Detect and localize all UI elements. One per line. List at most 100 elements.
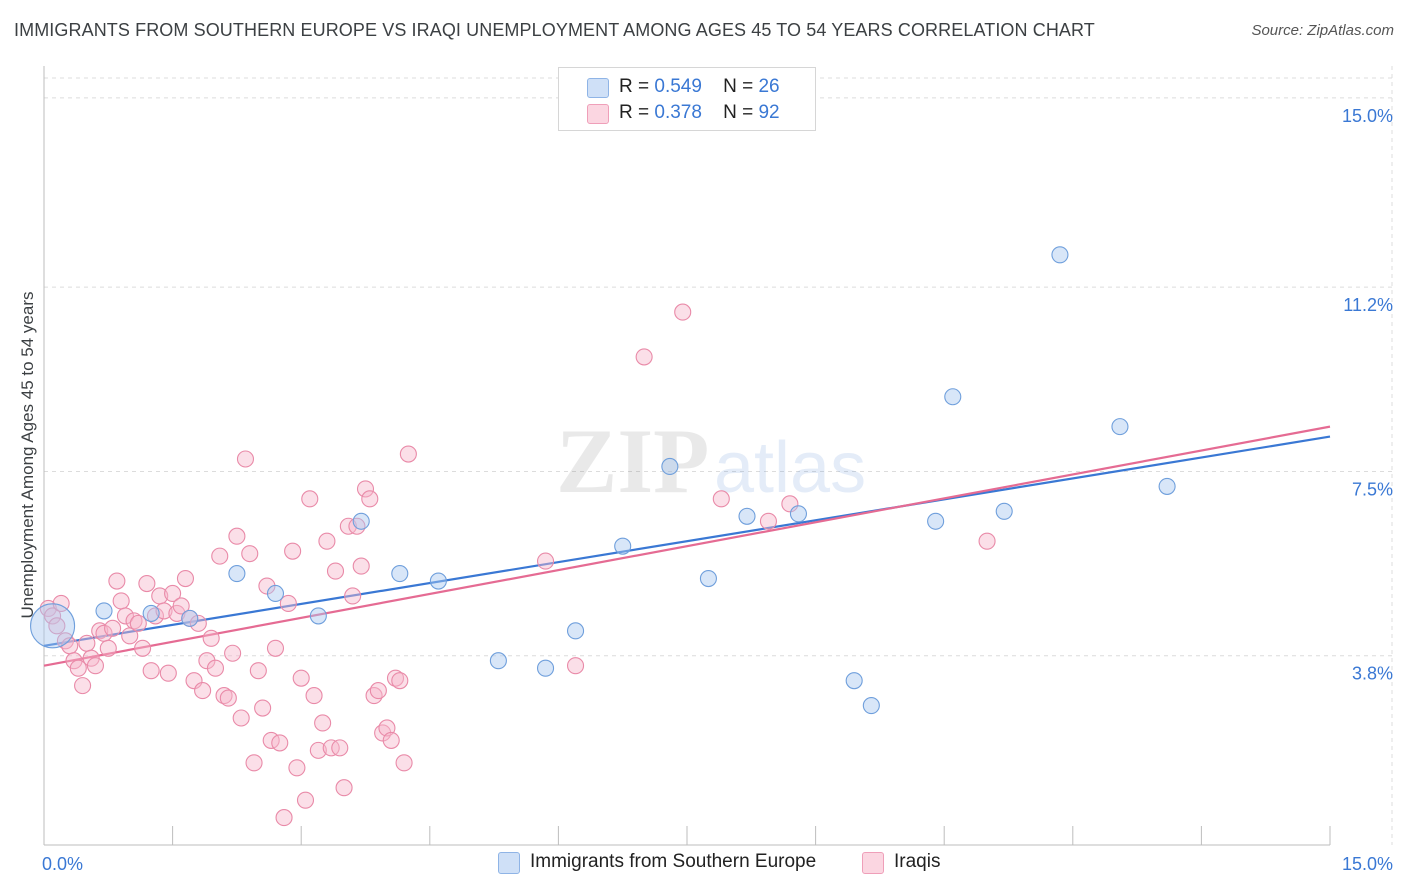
- point-iraqis: [382, 731, 400, 749]
- point-iraqis: [236, 450, 255, 468]
- watermark-zip: ZIP: [556, 410, 709, 512]
- point-southern-europe: [391, 565, 409, 583]
- point-iraqis: [292, 669, 310, 687]
- point-iraqis: [309, 741, 327, 759]
- point-iraqis: [86, 657, 104, 675]
- point-iraqis: [241, 545, 259, 563]
- tick-labels: 3.8% 7.5% 11.2% 15.0% 0.0% 15.0%: [42, 106, 1393, 874]
- point-southern-europe: [536, 659, 555, 677]
- point-southern-europe: [566, 622, 585, 640]
- point-iraqis: [635, 348, 653, 366]
- data-points: [30, 246, 1176, 827]
- point-southern-europe: [309, 607, 327, 625]
- point-southern-europe: [944, 388, 962, 406]
- point-iraqis: [279, 594, 297, 612]
- point-southern-europe: [95, 602, 113, 620]
- point-iraqis: [361, 490, 379, 508]
- point-iraqis: [129, 614, 147, 632]
- r-value: 0.549: [654, 76, 702, 97]
- r-value: 0.378: [654, 102, 702, 123]
- point-iraqis: [712, 490, 730, 508]
- point-iraqis: [219, 689, 237, 707]
- n-value: 26: [758, 76, 780, 97]
- point-iraqis: [99, 639, 117, 657]
- point-iraqis: [44, 607, 62, 625]
- point-southern-europe: [352, 512, 370, 530]
- point-iraqis: [134, 639, 152, 657]
- legend-item-southern-europe[interactable]: Immigrants from Southern Europe: [498, 850, 838, 878]
- legend-swatch-blue: [587, 78, 609, 98]
- point-iraqis: [759, 512, 777, 530]
- point-iraqis: [189, 614, 207, 632]
- point-iraqis: [536, 552, 555, 570]
- n-label: N =: [723, 76, 754, 97]
- y-tick-label: 11.2%: [1343, 295, 1393, 315]
- point-iraqis: [224, 644, 242, 662]
- point-iraqis: [232, 709, 250, 727]
- point-southern-europe: [614, 537, 632, 555]
- source-label: Source: ZipAtlas.com: [1251, 22, 1394, 39]
- point-iraqis: [331, 739, 349, 757]
- point-iraqis: [142, 662, 160, 680]
- legend-swatch-pink: [587, 104, 609, 124]
- point-iraqis: [322, 739, 340, 757]
- point-iraqis: [266, 639, 285, 657]
- point-iraqis: [344, 587, 362, 605]
- trend-line: [43, 425, 1331, 667]
- y-axis-label: Unemployment Among Ages 45 to 54 years: [18, 291, 37, 619]
- point-iraqis: [206, 659, 225, 677]
- gridlines: [44, 66, 1393, 845]
- point-iraqis: [356, 480, 375, 498]
- point-iraqis: [399, 445, 417, 463]
- point-iraqis: [112, 592, 130, 610]
- legend-swatch-blue: [498, 852, 520, 874]
- point-southern-europe: [995, 502, 1013, 520]
- point-iraqis: [211, 547, 229, 565]
- point-iraqis: [74, 677, 92, 695]
- n-label: N =: [723, 102, 754, 123]
- point-iraqis: [318, 532, 336, 550]
- point-southern-europe: [181, 609, 199, 627]
- point-iraqis: [566, 657, 585, 675]
- x-tick-label: 0.0%: [42, 854, 83, 874]
- point-southern-europe: [699, 569, 717, 588]
- watermark: ZIP atlas: [556, 410, 866, 512]
- trend-lines: [43, 425, 1331, 667]
- legend-label: Iraqis: [894, 851, 941, 872]
- stats-legend: R = 0.549 N = 26 R = 0.378 N = 92: [558, 67, 816, 131]
- point-iraqis: [159, 664, 177, 682]
- point-southern-europe: [266, 584, 285, 603]
- chart-title: IMMIGRANTS FROM SOUTHERN EUROPE VS IRAQI…: [14, 20, 1095, 40]
- trend-line: [43, 435, 1331, 647]
- point-iraqis: [284, 542, 302, 560]
- point-iraqis: [369, 682, 387, 700]
- point-southern-europe: [738, 507, 756, 525]
- r-label: R =: [619, 76, 650, 97]
- point-iraqis: [271, 734, 289, 752]
- axes: [43, 66, 1331, 846]
- point-southern-europe: [142, 604, 160, 622]
- point-southern-europe: [429, 572, 447, 590]
- legend-swatch-pink: [862, 852, 884, 874]
- point-southern-europe: [1158, 477, 1176, 495]
- point-southern-europe: [1051, 246, 1069, 264]
- point-iraqis: [674, 303, 692, 321]
- point-southern-europe: [30, 603, 76, 649]
- point-southern-europe: [1111, 418, 1129, 436]
- point-iraqis: [69, 659, 87, 677]
- point-iraqis: [254, 699, 272, 717]
- point-iraqis: [245, 754, 263, 772]
- point-iraqis: [164, 584, 182, 603]
- point-southern-europe: [845, 672, 863, 690]
- legend-item-iraqis[interactable]: Iraqis: [862, 850, 962, 878]
- y-tick-label: 15.0%: [1342, 106, 1393, 126]
- point-iraqis: [48, 617, 66, 635]
- point-iraqis: [172, 597, 190, 615]
- point-iraqis: [228, 527, 246, 545]
- watermark-atlas: atlas: [714, 428, 866, 508]
- n-value: 92: [758, 102, 780, 123]
- point-iraqis: [391, 672, 409, 690]
- point-iraqis: [305, 687, 323, 705]
- point-iraqis: [202, 629, 220, 647]
